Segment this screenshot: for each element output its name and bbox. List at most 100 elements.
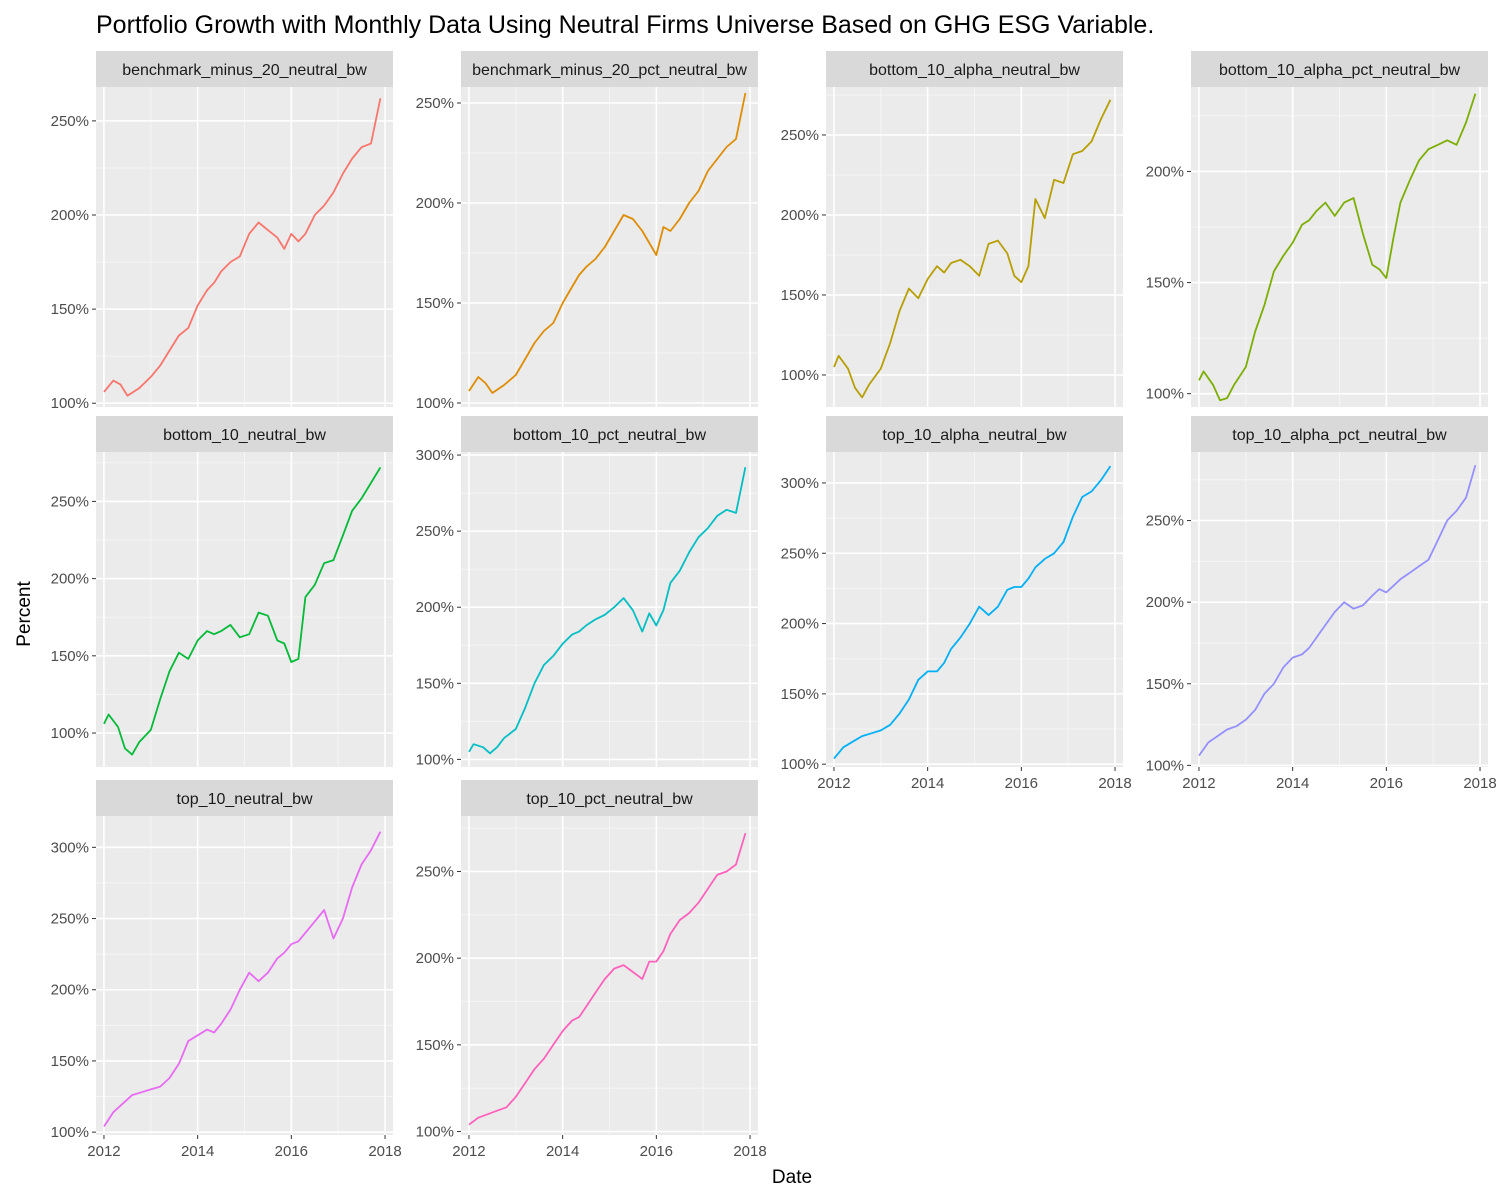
x-tick-label: 2016 bbox=[275, 1143, 308, 1160]
x-tick-label: 2016 bbox=[640, 1143, 673, 1160]
series-line-top_10_alpha_pct_neutral_bw bbox=[1198, 464, 1477, 757]
y-tick-label: 150% bbox=[416, 1037, 454, 1054]
facet-panel-bottom_10_neutral_bw: bottom_10_neutral_bw 100% 150% 200% 250% bbox=[51, 416, 393, 767]
facet-panel-bottom_10_alpha_neutral_bw: bottom_10_alpha_neutral_bw 100% 150% 200% 25… bbox=[781, 51, 1123, 407]
y-tick-label: 200% bbox=[416, 195, 454, 212]
x-tick-label: 2012 bbox=[817, 775, 850, 792]
facet-strip bbox=[461, 416, 758, 452]
y-tick-label: 250% bbox=[51, 113, 89, 130]
x-tick-label: 2014 bbox=[181, 1143, 214, 1160]
facet-strip bbox=[1191, 416, 1488, 452]
y-tick-label: 150% bbox=[1146, 676, 1184, 693]
facet-strip-label: top_10_neutral_bw bbox=[176, 791, 313, 808]
x-tick-label: 2014 bbox=[546, 1143, 579, 1160]
facet-strip-label: bottom_10_pct_neutral_bw bbox=[513, 427, 706, 444]
series-line-bottom_10_neutral_bw bbox=[103, 466, 382, 756]
facet-strip-label: bottom_10_alpha_pct_neutral_bw bbox=[1219, 62, 1461, 79]
facet-strip-label: top_10_alpha_pct_neutral_bw bbox=[1232, 427, 1447, 444]
facet-strip bbox=[1191, 51, 1488, 87]
facet-strip bbox=[96, 780, 393, 816]
x-tick-label: 2012 bbox=[452, 1143, 485, 1160]
y-tick-label: 200% bbox=[416, 599, 454, 616]
facet-panel-bottom_10_alpha_pct_neutral_bw: bottom_10_alpha_pct_neutral_bw 100% 150% 20… bbox=[1146, 51, 1488, 407]
y-tick-label: 100% bbox=[1146, 757, 1184, 774]
y-tick-label: 150% bbox=[1146, 275, 1184, 292]
x-tick-label: 2016 bbox=[1370, 775, 1403, 792]
facet-strip-label: benchmark_minus_20_pct_neutral_bw bbox=[472, 62, 747, 79]
x-tick-label: 2016 bbox=[1005, 775, 1038, 792]
facet-panel-top_10_alpha_pct_neutral_bw: top_10_alpha_pct_neutral_bw 100% 150% 200% 2… bbox=[1146, 416, 1497, 792]
y-tick-label: 100% bbox=[781, 756, 819, 773]
y-tick-label: 200% bbox=[51, 571, 89, 588]
y-tick-label: 250% bbox=[1146, 513, 1184, 530]
x-tick-label: 2012 bbox=[87, 1143, 120, 1160]
chart-title: Portfolio Growth with Monthly Data Using… bbox=[96, 11, 1154, 39]
x-tick-label: 2012 bbox=[1182, 775, 1215, 792]
y-tick-label: 200% bbox=[51, 982, 89, 999]
y-tick-label: 250% bbox=[51, 911, 89, 928]
facet-panel-top_10_neutral_bw: top_10_neutral_bw 100% 150% 200% 250% 300% 201… bbox=[51, 780, 402, 1160]
y-tick-label: 250% bbox=[781, 545, 819, 562]
y-tick-label: 100% bbox=[51, 1124, 89, 1141]
series-line-bottom_10_alpha_neutral_bw bbox=[833, 99, 1112, 399]
y-tick-label: 150% bbox=[51, 301, 89, 318]
y-tick-label: 200% bbox=[1146, 594, 1184, 611]
facet-strip-label: top_10_pct_neutral_bw bbox=[526, 791, 693, 808]
facet-strip-label: top_10_alpha_neutral_bw bbox=[882, 427, 1067, 444]
x-tick-label: 2018 bbox=[733, 1143, 766, 1160]
series-line-bottom_10_alpha_pct_neutral_bw bbox=[1198, 93, 1477, 402]
facet-strip-label: bottom_10_alpha_neutral_bw bbox=[869, 62, 1080, 79]
facet-panel-bottom_10_pct_neutral_bw: bottom_10_pct_neutral_bw 100% 150% 200% 250%… bbox=[416, 416, 758, 768]
facet-panel-benchmark_minus_20_pct_neutral_bw: benchmark_minus_20_pct_neutral_bw 100% 150… bbox=[416, 51, 758, 412]
y-tick-label: 200% bbox=[1146, 163, 1184, 180]
y-tick-label: 150% bbox=[51, 648, 89, 665]
series-line-top_10_alpha_neutral_bw bbox=[833, 465, 1112, 760]
facet-strip bbox=[461, 51, 758, 87]
x-tick-label: 2018 bbox=[368, 1143, 401, 1160]
y-tick-label: 100% bbox=[1146, 386, 1184, 403]
y-tick-label: 100% bbox=[416, 751, 454, 768]
series-line-top_10_neutral_bw bbox=[103, 831, 382, 1127]
y-tick-label: 200% bbox=[51, 207, 89, 224]
x-tick-label: 2018 bbox=[1463, 775, 1496, 792]
y-tick-label: 250% bbox=[416, 95, 454, 112]
y-axis-title: Percent bbox=[14, 581, 35, 647]
facet-strip-label: bottom_10_neutral_bw bbox=[163, 427, 326, 444]
series-line-top_10_pct_neutral_bw bbox=[468, 833, 747, 1126]
facet-strip bbox=[826, 416, 1123, 452]
y-tick-label: 100% bbox=[781, 367, 819, 384]
x-axis-title: Date bbox=[772, 1167, 812, 1188]
y-tick-label: 200% bbox=[416, 950, 454, 967]
series-line-benchmark_minus_20_neutral_bw bbox=[103, 98, 382, 397]
x-tick-label: 2018 bbox=[1098, 775, 1131, 792]
y-tick-label: 300% bbox=[416, 447, 454, 464]
y-tick-label: 250% bbox=[51, 493, 89, 510]
y-tick-label: 100% bbox=[416, 1124, 454, 1141]
facet-strip-label: benchmark_minus_20_neutral_bw bbox=[122, 62, 367, 79]
facet-strip bbox=[461, 780, 758, 816]
series-line-benchmark_minus_20_pct_neutral_bw bbox=[468, 92, 747, 394]
y-tick-label: 200% bbox=[781, 616, 819, 633]
facet-panel-benchmark_minus_20_neutral_bw: benchmark_minus_20_neutral_bw 100% 150% 200… bbox=[51, 51, 393, 412]
facet-panel-top_10_alpha_neutral_bw: top_10_alpha_neutral_bw 100% 150% 200% 250% 3… bbox=[781, 416, 1132, 792]
y-tick-label: 200% bbox=[781, 207, 819, 224]
y-tick-label: 150% bbox=[781, 287, 819, 304]
series-line-bottom_10_pct_neutral_bw bbox=[468, 467, 747, 755]
y-tick-label: 150% bbox=[416, 295, 454, 312]
y-tick-label: 250% bbox=[781, 127, 819, 144]
y-tick-label: 150% bbox=[781, 686, 819, 703]
facet-strip bbox=[826, 51, 1123, 87]
y-tick-label: 250% bbox=[416, 523, 454, 540]
facet-strip bbox=[96, 416, 393, 452]
y-tick-label: 150% bbox=[51, 1053, 89, 1070]
y-tick-label: 100% bbox=[416, 395, 454, 412]
panels-group: benchmark_minus_20_neutral_bw 100% 150% 200… bbox=[51, 51, 1497, 1160]
facet-panel-top_10_pct_neutral_bw: top_10_pct_neutral_bw 100% 150% 200% 250% 201… bbox=[416, 780, 767, 1160]
y-tick-label: 250% bbox=[416, 863, 454, 880]
facet-strip bbox=[96, 51, 393, 87]
y-tick-label: 100% bbox=[51, 395, 89, 412]
y-tick-label: 100% bbox=[51, 725, 89, 742]
y-tick-label: 300% bbox=[781, 475, 819, 492]
y-tick-label: 150% bbox=[416, 675, 454, 692]
